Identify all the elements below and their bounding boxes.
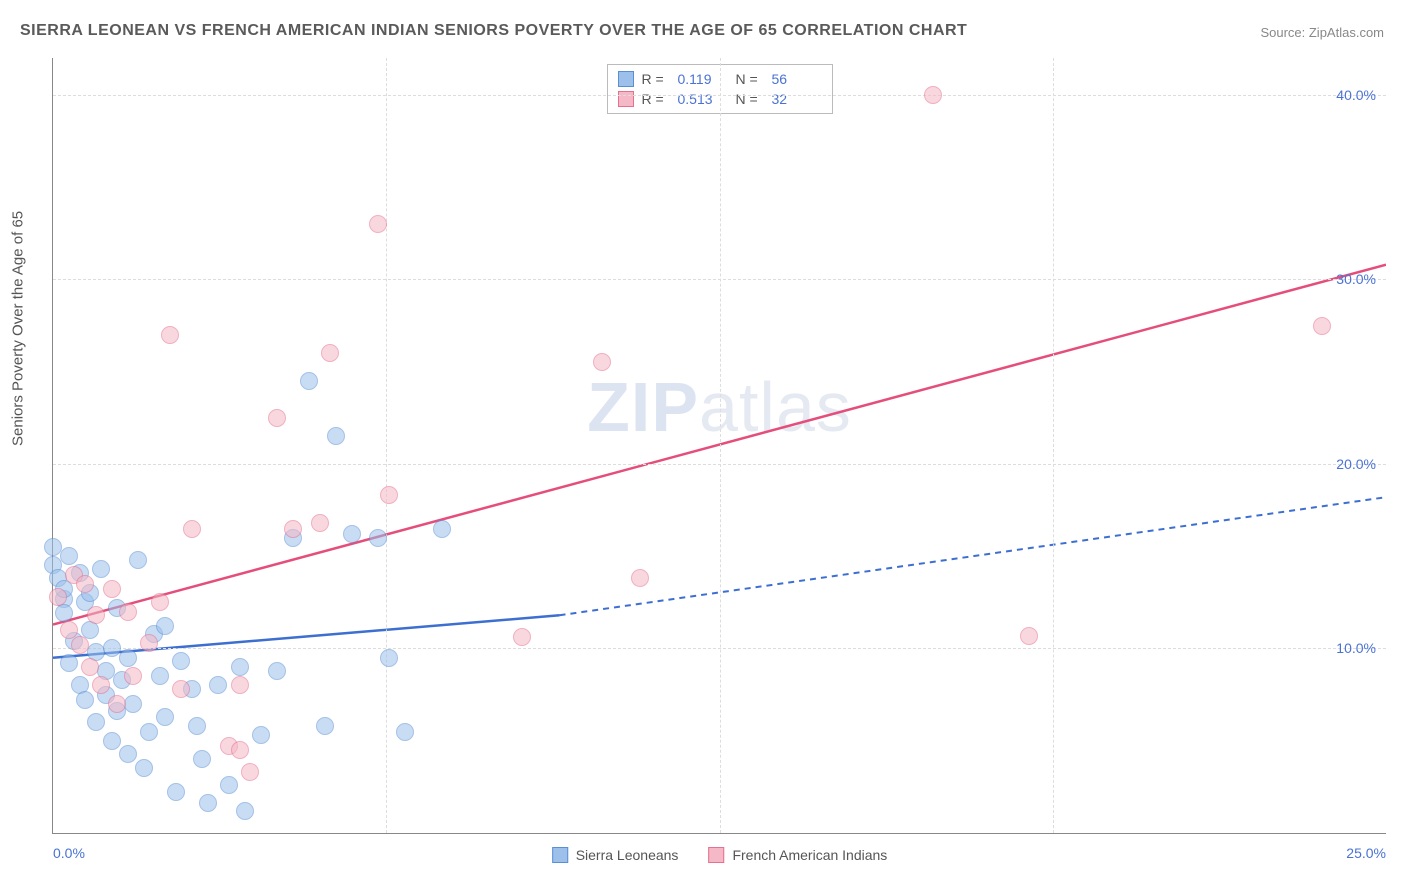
- data-point: [92, 676, 110, 694]
- watermark-bold: ZIP: [587, 368, 699, 446]
- data-point: [156, 708, 174, 726]
- data-point: [103, 580, 121, 598]
- legend-label: Sierra Leoneans: [576, 847, 679, 863]
- data-point: [369, 529, 387, 547]
- chart-title: SIERRA LEONEAN VS FRENCH AMERICAN INDIAN…: [20, 22, 967, 40]
- data-point: [172, 652, 190, 670]
- data-point: [343, 525, 361, 543]
- data-point: [209, 676, 227, 694]
- data-point: [284, 520, 302, 538]
- series-legend: Sierra Leoneans French American Indians: [552, 847, 888, 863]
- data-point: [380, 649, 398, 667]
- data-point: [135, 759, 153, 777]
- data-point: [161, 326, 179, 344]
- data-point: [76, 691, 94, 709]
- data-point: [268, 662, 286, 680]
- data-point: [231, 741, 249, 759]
- watermark-rest: atlas: [699, 368, 852, 446]
- data-point: [55, 604, 73, 622]
- data-point: [220, 776, 238, 794]
- n-value-0: 56: [772, 71, 822, 87]
- legend-swatch: [552, 847, 568, 863]
- data-point: [124, 695, 142, 713]
- data-point: [119, 649, 137, 667]
- data-point: [119, 603, 137, 621]
- data-point: [300, 372, 318, 390]
- data-point: [87, 606, 105, 624]
- data-point: [924, 86, 942, 104]
- data-point: [316, 717, 334, 735]
- gridline-vertical: [386, 58, 387, 833]
- data-point: [199, 794, 217, 812]
- plot-area: ZIPatlas R = 0.119 N = 56 R = 0.513 N = …: [52, 58, 1386, 834]
- x-tick-label: 0.0%: [53, 845, 85, 861]
- data-point: [380, 486, 398, 504]
- y-axis-label: Seniors Poverty Over the Age of 65: [10, 211, 27, 446]
- data-point: [513, 628, 531, 646]
- data-point: [108, 695, 126, 713]
- chart-container: SIERRA LEONEAN VS FRENCH AMERICAN INDIAN…: [0, 0, 1406, 892]
- data-point: [252, 726, 270, 744]
- data-point: [119, 745, 137, 763]
- data-point: [76, 575, 94, 593]
- data-point: [369, 215, 387, 233]
- x-tick-label: 25.0%: [1346, 845, 1386, 861]
- data-point: [1020, 627, 1038, 645]
- data-point: [151, 667, 169, 685]
- data-point: [183, 520, 201, 538]
- legend-swatch: [708, 847, 724, 863]
- r-label: R =: [642, 71, 670, 87]
- y-tick-label: 10.0%: [1336, 640, 1376, 656]
- y-tick-label: 30.0%: [1336, 271, 1376, 287]
- gridline-vertical: [720, 58, 721, 833]
- data-point: [321, 344, 339, 362]
- data-point: [593, 353, 611, 371]
- data-point: [327, 427, 345, 445]
- data-point: [156, 617, 174, 635]
- trend-line-extrapolated: [560, 497, 1386, 615]
- data-point: [1313, 317, 1331, 335]
- legend-item: French American Indians: [708, 847, 887, 863]
- n-label: N =: [736, 71, 764, 87]
- data-point: [129, 551, 147, 569]
- y-tick-label: 20.0%: [1336, 456, 1376, 472]
- data-point: [103, 732, 121, 750]
- data-point: [231, 676, 249, 694]
- data-point: [188, 717, 206, 735]
- data-point: [433, 520, 451, 538]
- data-point: [193, 750, 211, 768]
- gridline-vertical: [1053, 58, 1054, 833]
- data-point: [60, 654, 78, 672]
- swatch-series-0: [618, 71, 634, 87]
- source-attribution: Source: ZipAtlas.com: [1260, 25, 1384, 40]
- data-point: [631, 569, 649, 587]
- data-point: [140, 723, 158, 741]
- data-point: [268, 409, 286, 427]
- data-point: [241, 763, 259, 781]
- data-point: [49, 588, 67, 606]
- n-value-1: 32: [772, 91, 822, 107]
- n-label: N =: [736, 91, 764, 107]
- data-point: [236, 802, 254, 820]
- data-point: [81, 658, 99, 676]
- data-point: [311, 514, 329, 532]
- data-point: [140, 634, 158, 652]
- data-point: [92, 560, 110, 578]
- swatch-series-1: [618, 91, 634, 107]
- legend-item: Sierra Leoneans: [552, 847, 679, 863]
- data-point: [60, 547, 78, 565]
- data-point: [87, 713, 105, 731]
- legend-label: French American Indians: [732, 847, 887, 863]
- data-point: [167, 783, 185, 801]
- data-point: [151, 593, 169, 611]
- data-point: [396, 723, 414, 741]
- data-point: [124, 667, 142, 685]
- data-point: [71, 636, 89, 654]
- data-point: [231, 658, 249, 676]
- r-label: R =: [642, 91, 670, 107]
- data-point: [172, 680, 190, 698]
- y-tick-label: 40.0%: [1336, 87, 1376, 103]
